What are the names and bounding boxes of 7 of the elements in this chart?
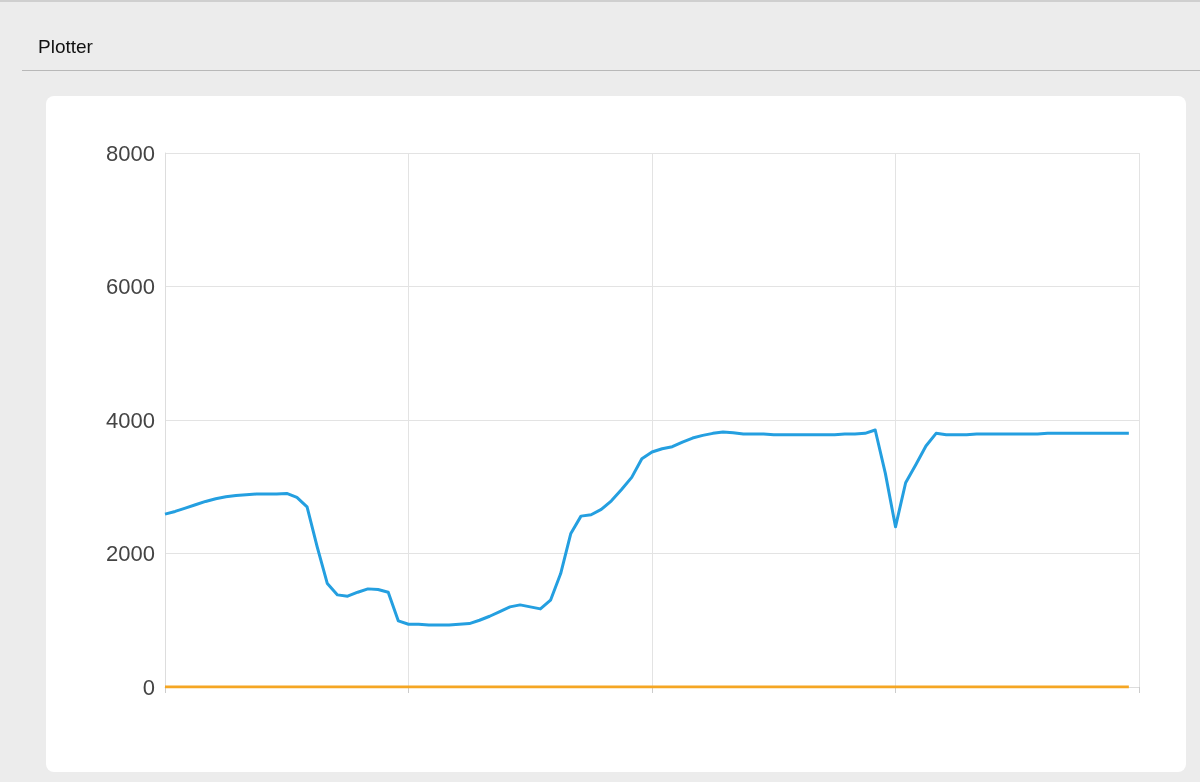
- line-series: [163, 428, 1131, 627]
- y-tick-label: 4000: [106, 407, 155, 433]
- y-tick-label: 6000: [106, 274, 155, 299]
- y-tick-label: 2000: [106, 541, 155, 566]
- y-tick-label: 0: [142, 674, 155, 700]
- y-tick-label: 8000: [106, 140, 155, 166]
- chart-title: Plotter: [38, 36, 93, 58]
